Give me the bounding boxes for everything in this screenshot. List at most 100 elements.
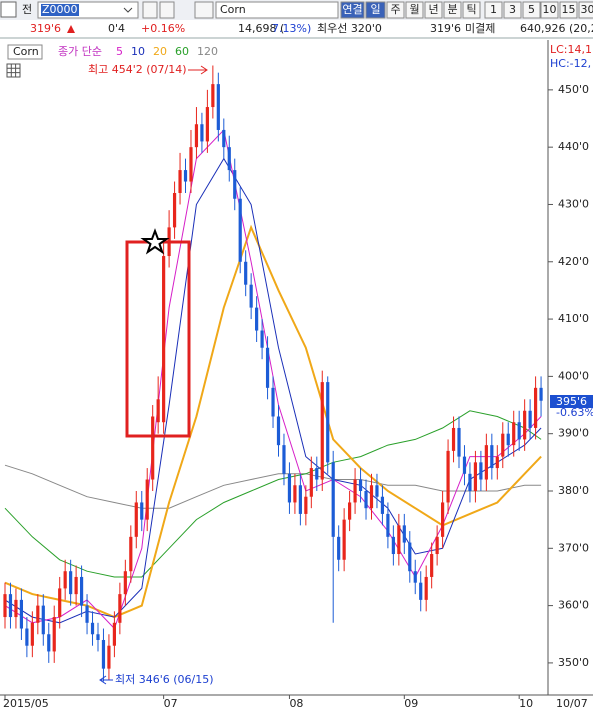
candle-body <box>446 451 449 503</box>
candle-body <box>496 457 499 468</box>
candle-body <box>523 411 526 440</box>
next-btn[interactable] <box>160 2 174 18</box>
legend-entry: 20 <box>153 45 167 58</box>
candle-body <box>85 606 88 623</box>
candle-body <box>58 588 61 617</box>
candle-body <box>463 457 466 474</box>
candle-body <box>501 434 504 457</box>
candle-body <box>271 388 274 417</box>
low-annotation: 최저 346'6 (06/15) <box>115 673 214 686</box>
candle-body <box>375 485 378 496</box>
candle-body <box>288 474 291 503</box>
candle-body <box>42 606 45 635</box>
candle-body <box>468 474 471 491</box>
candle-body <box>96 634 99 640</box>
x-tick-label: 2015/05 <box>3 697 49 710</box>
candle-body <box>414 571 417 582</box>
candle-body <box>47 634 50 651</box>
candle-body <box>512 422 515 445</box>
candle-body <box>20 600 23 629</box>
period-button-label: 틱 <box>466 3 476 16</box>
candle-body <box>3 594 6 617</box>
candle-body <box>75 577 78 594</box>
candle-body <box>260 331 263 348</box>
candle-body <box>315 468 318 479</box>
candle-body <box>321 382 324 479</box>
candle-body <box>14 600 17 617</box>
candle-body <box>157 399 160 422</box>
candle-body <box>250 285 253 308</box>
candle-body <box>113 623 116 646</box>
y-tick-label: 440'0 <box>558 140 589 153</box>
candle-body <box>189 147 192 181</box>
y-tick-label: 430'0 <box>558 197 589 210</box>
x-end-label: 10/07 <box>556 697 588 710</box>
y-tick-label: 410'0 <box>558 312 589 325</box>
menu-icon[interactable] <box>1 2 16 17</box>
candle-body <box>386 514 389 537</box>
candle-body <box>430 554 433 577</box>
candle-body <box>255 308 258 331</box>
period-button-label: 년 <box>428 3 438 16</box>
candle-body <box>397 525 400 554</box>
candle-body <box>518 422 521 439</box>
candle-body <box>222 130 225 147</box>
candle-body <box>490 445 493 468</box>
candle-body <box>217 84 220 130</box>
candle-body <box>129 537 132 571</box>
candle-body <box>293 485 296 502</box>
candle-body <box>244 262 247 285</box>
period-button-label: 월 <box>409 3 419 16</box>
y-tick-label: 370'0 <box>558 541 589 554</box>
volume-pct: 7.13%) <box>272 22 311 35</box>
legend-entry: 10 <box>131 45 145 58</box>
candle-body <box>348 502 351 519</box>
candle-body <box>452 428 455 451</box>
prefix: 전 <box>22 3 32 16</box>
period-button-label: 15 <box>562 3 576 16</box>
candle-body <box>200 124 203 141</box>
candle-body <box>370 485 373 508</box>
y-tick-label: 390'0 <box>558 427 589 440</box>
x-tick-label: 09 <box>404 697 418 710</box>
candle-body <box>343 520 346 560</box>
candle-body <box>364 491 367 508</box>
candle-body <box>135 502 138 536</box>
candle-body <box>381 497 384 514</box>
prev-btn[interactable] <box>143 2 157 18</box>
grid-icon[interactable] <box>7 64 20 77</box>
candle-body <box>162 256 165 422</box>
y-tick-label: 450'0 <box>558 83 589 96</box>
candle-body <box>151 416 154 479</box>
candle-body <box>102 640 105 669</box>
candle-body <box>419 583 422 600</box>
candle-body <box>353 480 356 503</box>
candle-body <box>91 623 94 634</box>
candle-body <box>392 537 395 554</box>
candle-body <box>146 480 149 520</box>
candle-body <box>425 577 428 600</box>
price: 319'6 <box>30 22 61 35</box>
best-price: 319'6 <box>430 22 461 35</box>
period-button-label: 3 <box>509 3 516 16</box>
period-button-label: 일 <box>370 2 380 16</box>
candle-body <box>206 107 209 141</box>
period-button-label: 1 <box>490 3 497 16</box>
candle-body <box>25 629 28 646</box>
search-btn[interactable] <box>195 2 213 18</box>
legend-entry: 5 <box>116 45 123 58</box>
period-button-label: 주 <box>390 3 400 16</box>
candle-body <box>69 571 72 594</box>
legend-title: 종가 단순 <box>58 45 102 58</box>
candle-body <box>534 388 537 428</box>
y-tick-label: 380'0 <box>558 484 589 497</box>
candle-body <box>539 388 542 401</box>
candle-body <box>36 606 39 623</box>
candle-body <box>441 502 444 536</box>
candle-body <box>184 170 187 181</box>
candle-body <box>233 170 236 199</box>
candle-body <box>403 525 406 542</box>
